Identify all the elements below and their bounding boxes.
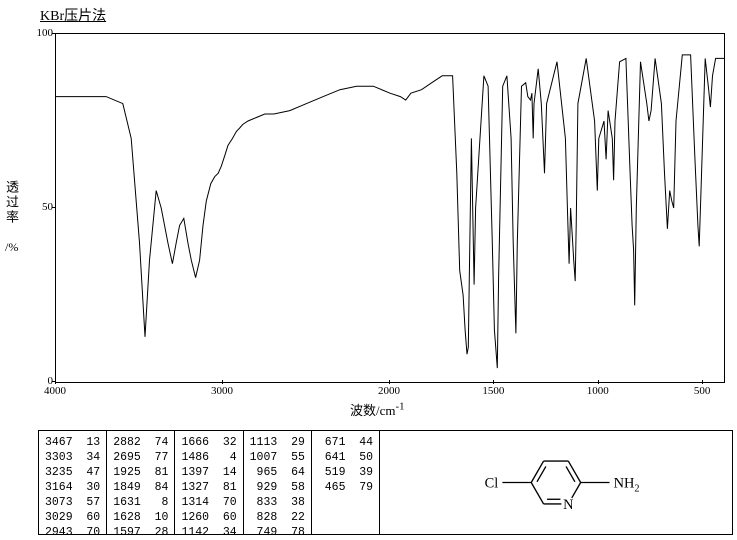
x-tick-label: 500 [694, 385, 711, 397]
x-tick-label: 2000 [378, 385, 400, 397]
y-tick-label: 50 [35, 201, 53, 213]
svg-text:N: N [563, 497, 574, 513]
svg-text:NH2: NH2 [614, 476, 640, 495]
x-tick-label: 4000 [44, 385, 66, 397]
peak-table: 3467 13 3303 34 3235 47 3164 30 3073 57 … [39, 431, 380, 534]
y-axis-unit: /% [5, 240, 18, 255]
spectrum-line [56, 34, 724, 382]
peak-column: 1113 29 1007 55 965 64 929 58 833 38 828… [244, 431, 312, 534]
x-axis-label: 波数/cm-1 [350, 400, 405, 419]
peak-column: 1666 32 1486 4 1397 14 1327 81 1314 70 1… [175, 431, 243, 534]
svg-text:Cl: Cl [485, 476, 499, 492]
plot-area [55, 33, 725, 383]
x-tick-label: 1500 [482, 385, 504, 397]
y-tick-label: 100 [35, 27, 53, 39]
chart-area: 透过率 /% 波数/cm-1 050100 400030002000150010… [0, 25, 737, 415]
peak-column: 3467 13 3303 34 3235 47 3164 30 3073 57 … [39, 431, 107, 534]
chart-title: KBr压片法 [40, 5, 106, 25]
bottom-panel: 3467 13 3303 34 3235 47 3164 30 3073 57 … [38, 430, 733, 535]
peak-column: 671 44 641 50 519 39 465 79 [312, 431, 379, 534]
peak-column: 2882 74 2695 77 1925 81 1849 84 1631 8 1… [107, 431, 175, 534]
x-tick-label: 3000 [211, 385, 233, 397]
molecule-structure: N Cl NH2 [380, 431, 732, 534]
x-tick-label: 1000 [587, 385, 609, 397]
y-axis-label: 透过率 [2, 180, 21, 225]
